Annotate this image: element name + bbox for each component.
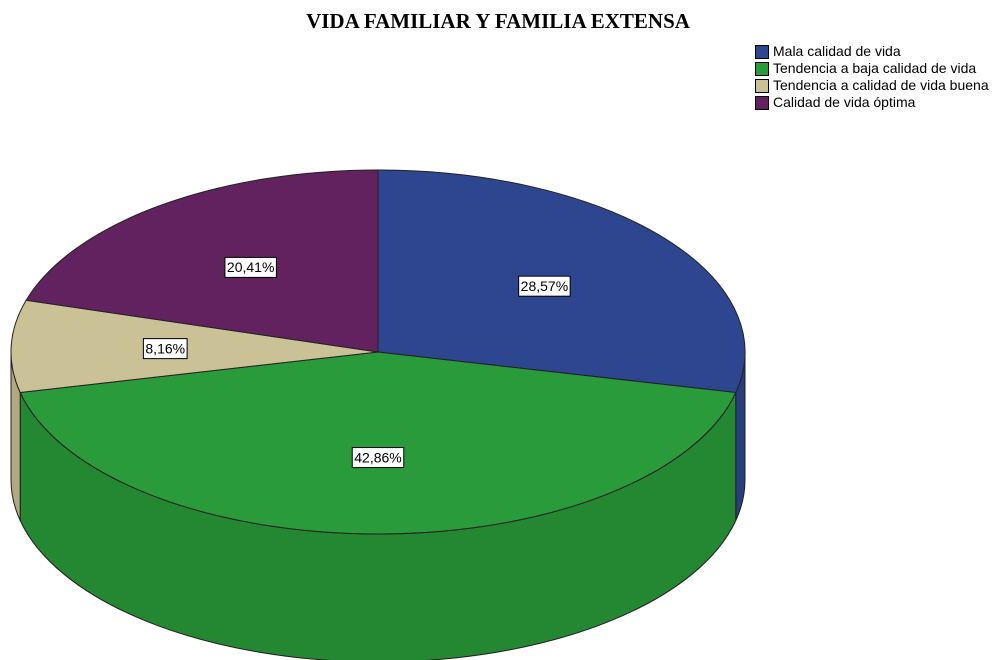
- data-label-text: 42,86%: [354, 449, 401, 465]
- legend-item: Calidad de vida óptima: [755, 95, 993, 110]
- slice-side-shade: [735, 352, 745, 521]
- legend: Mala calidad de vida Tendencia a baja cal…: [755, 44, 993, 112]
- legend-swatch: [755, 45, 769, 59]
- data-label: 20,41%: [224, 256, 277, 278]
- legend-swatch: [755, 62, 769, 76]
- data-label-text: 8,16%: [145, 340, 185, 356]
- data-label: 28,57%: [518, 275, 571, 297]
- data-label-box: [518, 275, 571, 297]
- chart-title: VIDA FAMILIAR Y FAMILIA EXTENSA: [306, 9, 691, 33]
- data-label-box: [142, 338, 188, 360]
- legend-label: Tendencia a calidad de vida buena: [773, 77, 989, 93]
- data-label-text: 28,57%: [521, 278, 568, 294]
- slice: [10, 299, 379, 394]
- slice-side-shade: [11, 352, 21, 521]
- legend-label: Tendencia a baja calidad de vida: [773, 60, 977, 76]
- slice-side-shade: [20, 392, 736, 660]
- data-label: 42,86%: [351, 447, 405, 469]
- data-label-box: [351, 447, 405, 469]
- legend-label: Mala calidad de vida: [773, 43, 901, 59]
- data-label-box: [224, 256, 277, 278]
- slice: [19, 351, 737, 535]
- legend-item: Tendencia a calidad de vida buena: [755, 78, 993, 93]
- data-label: 8,16%: [142, 338, 188, 360]
- legend-item: Mala calidad de vida: [755, 44, 993, 59]
- legend-swatch: [755, 96, 769, 110]
- legend-label: Calidad de vida óptima: [773, 94, 916, 110]
- legend-swatch: [755, 79, 769, 93]
- data-label-text: 20,41%: [227, 259, 274, 275]
- slice: [25, 169, 379, 353]
- legend-item: Tendencia a baja calidad de vida: [755, 61, 993, 76]
